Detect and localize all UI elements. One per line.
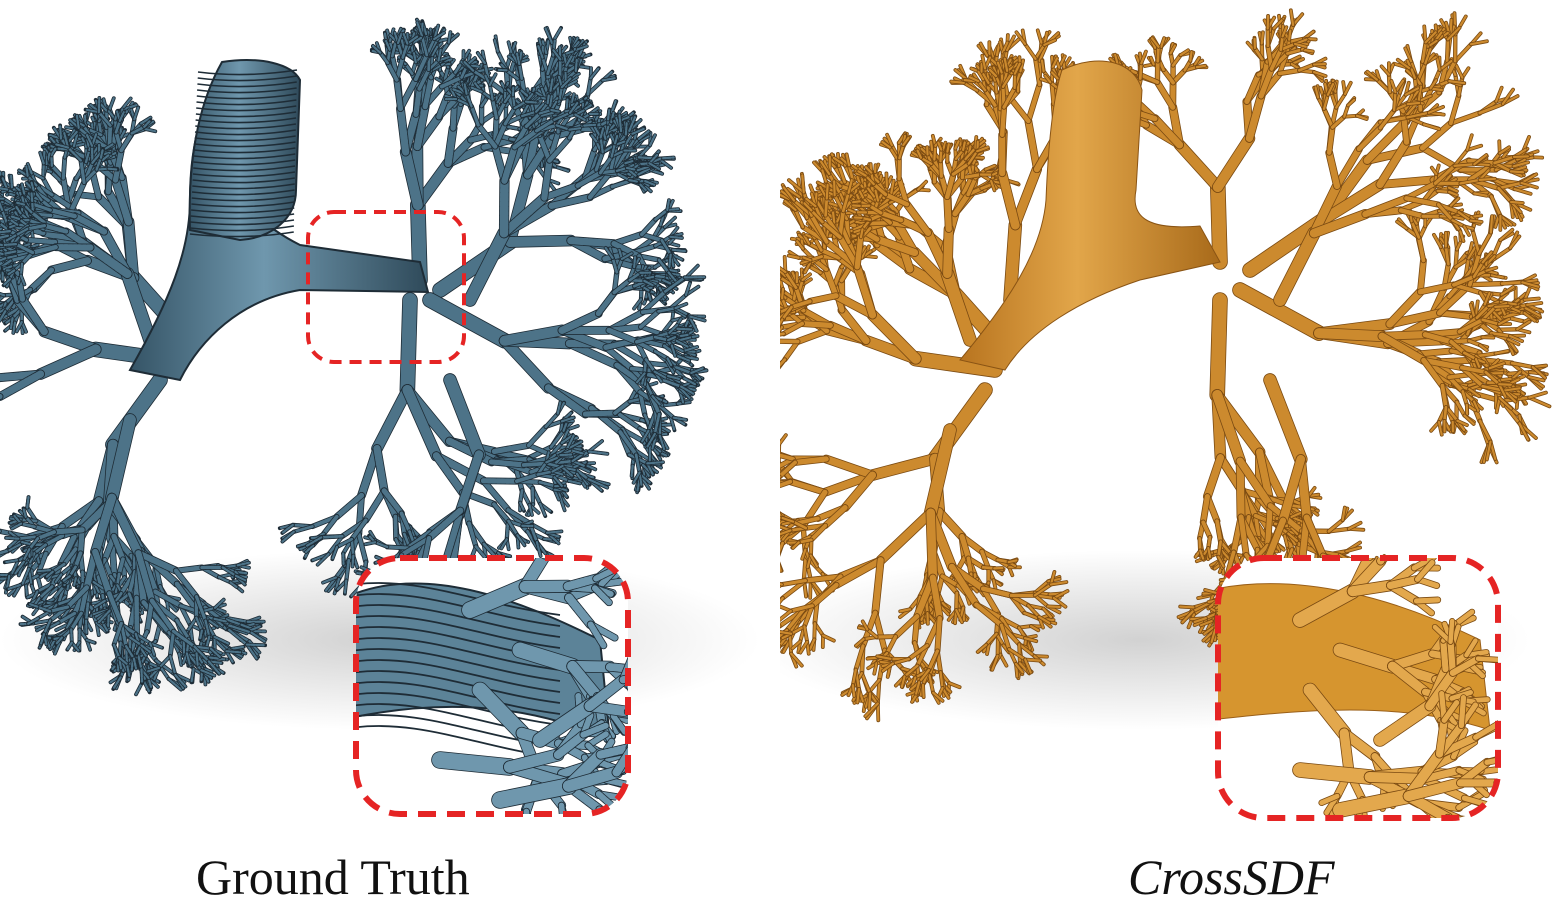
ground-truth-airway-render [0, 17, 760, 817]
trachea-upper [188, 59, 302, 242]
trachea-rings [189, 69, 298, 238]
crosssdf-panel [780, 0, 1557, 840]
trachea [959, 60, 1221, 371]
highlight-box-small [306, 210, 466, 364]
zoomed-detail [1218, 558, 1498, 818]
highlight-box-zoom [1215, 555, 1501, 821]
ground-truth-panel [0, 0, 790, 840]
ground-truth-caption: Ground Truth [196, 849, 470, 905]
highlight-box-zoom [353, 555, 631, 817]
crosssdf-caption: CrossSDF [1128, 849, 1335, 905]
crosssdf-airway-render [780, 8, 1552, 821]
